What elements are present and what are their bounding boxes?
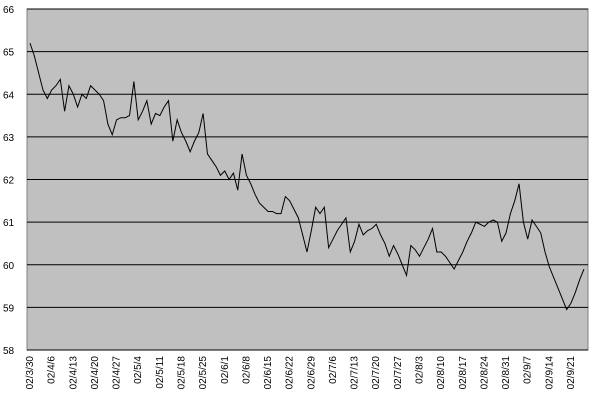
x-tick-label: 02/6/22 [285, 356, 296, 390]
x-tick-label: 02/7/27 [393, 356, 404, 390]
y-tick-label: 60 [3, 261, 15, 272]
x-tick-label: 02/7/6 [328, 356, 339, 384]
y-tick-label: 65 [3, 48, 15, 59]
x-tick-label: 02/5/4 [133, 356, 144, 384]
y-tick-label: 66 [3, 5, 15, 16]
x-tick-label: 02/7/13 [350, 356, 361, 390]
x-tick-label: 02/7/20 [371, 356, 382, 390]
x-tick-label: 02/6/29 [306, 356, 317, 390]
x-tick-label: 02/4/20 [90, 356, 101, 390]
x-tick-label: 02/8/17 [458, 356, 469, 390]
x-tick-label: 02/9/7 [523, 356, 534, 384]
x-tick-label: 02/8/10 [436, 356, 447, 390]
y-tick-label: 58 [3, 346, 15, 357]
x-tick-label: 02/8/24 [479, 356, 490, 390]
y-tick-label: 62 [3, 176, 15, 187]
x-tick-label: 02/5/18 [176, 356, 187, 390]
x-tick-label: 02/9/21 [566, 356, 577, 390]
y-tick-label: 63 [3, 133, 15, 144]
x-tick-label: 02/6/8 [241, 356, 252, 384]
x-tick-label: 02/5/25 [198, 356, 209, 390]
x-tick-label: 02/9/14 [544, 356, 555, 390]
y-tick-label: 61 [3, 218, 15, 229]
x-tick-label: 02/8/31 [501, 356, 512, 390]
x-tick-label: 02/8/3 [415, 356, 426, 384]
y-tick-label: 59 [3, 303, 15, 314]
x-tick-label: 02/6/15 [263, 356, 274, 390]
x-tick-label: 02/4/27 [112, 356, 123, 390]
x-tick-label: 02/5/11 [155, 356, 166, 389]
x-tick-label: 02/3/30 [25, 356, 36, 390]
x-tick-label: 02/6/1 [220, 356, 231, 384]
x-tick-label: 02/4/13 [68, 356, 79, 390]
y-tick-label: 64 [3, 90, 15, 101]
data-line [29, 42, 585, 311]
x-tick-label: 02/4/6 [47, 356, 58, 384]
